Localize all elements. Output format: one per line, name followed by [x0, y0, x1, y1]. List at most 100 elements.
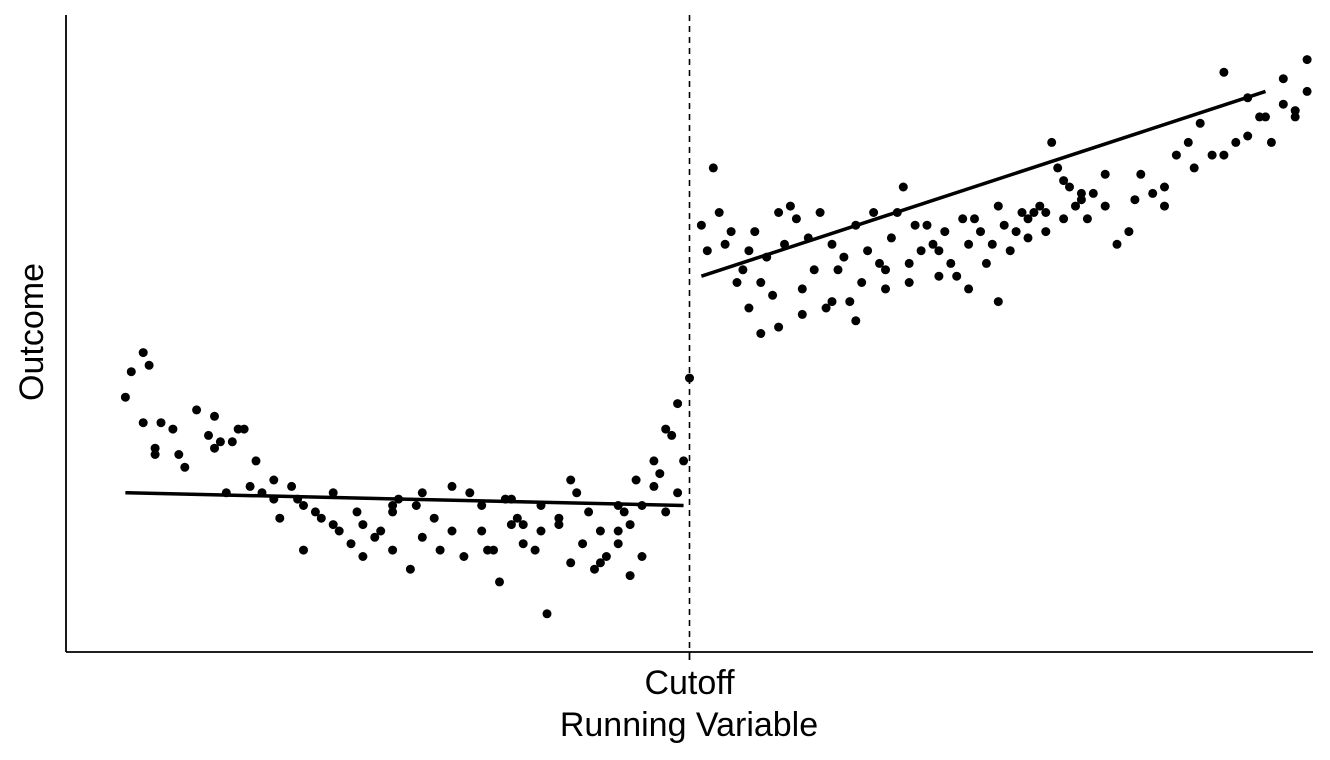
data-point: [245, 481, 255, 491]
data-point: [388, 501, 398, 510]
data-point: [631, 475, 641, 485]
data-point: [797, 309, 807, 319]
data-point: [138, 348, 148, 358]
data-point: [358, 520, 368, 530]
data-point: [696, 220, 706, 230]
data-point: [839, 252, 849, 262]
data-point: [881, 265, 890, 275]
data-point: [299, 501, 308, 510]
data-point: [1059, 176, 1069, 186]
data-point: [465, 488, 475, 498]
data-point: [518, 539, 528, 549]
data-point: [1189, 163, 1199, 173]
data-point: [269, 475, 279, 485]
data-point: [649, 456, 659, 466]
data-point: [1278, 74, 1288, 84]
data-point: [1130, 195, 1140, 205]
data-point: [1065, 182, 1074, 192]
data-point: [714, 208, 724, 217]
data-point: [506, 520, 516, 530]
data-point: [204, 430, 213, 440]
data-point: [376, 526, 386, 536]
data-point: [999, 220, 1009, 230]
y-axis-label: Outcome: [13, 263, 51, 401]
data-point: [964, 284, 974, 294]
x-tick-label: Cutoff: [644, 664, 735, 702]
data-point: [370, 532, 380, 542]
data-point: [1231, 137, 1241, 147]
data-point: [750, 227, 760, 237]
data-point: [1302, 55, 1312, 65]
data-point: [785, 201, 795, 211]
data-point: [851, 316, 861, 326]
data-point: [1029, 208, 1039, 217]
data-point: [150, 443, 160, 453]
data-point: [863, 246, 873, 256]
data-point: [601, 552, 611, 561]
data-point: [168, 424, 178, 434]
data-point: [1100, 201, 1110, 211]
data-point: [417, 532, 427, 542]
data-point: [334, 526, 344, 536]
data-point: [447, 481, 457, 491]
data-point: [1160, 182, 1169, 192]
data-point: [910, 220, 920, 230]
data-point: [1047, 137, 1057, 147]
data-point: [756, 278, 766, 287]
data-point: [857, 278, 867, 287]
data-point: [126, 367, 136, 377]
data-point: [1082, 214, 1092, 224]
data-point: [922, 220, 932, 230]
data-point: [1011, 227, 1021, 237]
data-point: [916, 246, 926, 256]
data-point: [328, 520, 338, 530]
data-point: [1041, 208, 1051, 217]
data-point: [1219, 67, 1229, 77]
data-point: [881, 284, 890, 294]
data-point: [595, 526, 605, 536]
data-point: [815, 208, 825, 217]
data-point: [738, 265, 748, 275]
data-point: [1059, 214, 1069, 224]
data-point: [667, 430, 677, 440]
data-point: [590, 564, 599, 574]
data-point: [215, 437, 225, 447]
data-point: [649, 481, 659, 491]
data-point: [1088, 188, 1098, 198]
data-point: [388, 507, 398, 517]
data-point: [934, 246, 944, 256]
data-point: [875, 258, 884, 268]
data-point: [1148, 188, 1158, 198]
data-point: [566, 558, 576, 568]
data-point: [976, 227, 985, 237]
data-point: [679, 456, 689, 466]
data-point: [239, 424, 249, 434]
data-point: [958, 214, 968, 224]
data-point: [1124, 227, 1134, 237]
data-point: [886, 233, 896, 243]
data-point: [536, 526, 546, 536]
data-point: [827, 239, 837, 249]
data-point: [299, 545, 308, 555]
data-point: [970, 214, 979, 224]
data-point: [744, 303, 754, 313]
data-point: [774, 208, 784, 217]
data-point: [625, 520, 635, 530]
data-point: [328, 488, 338, 498]
data-point: [405, 564, 415, 574]
data-point: [946, 258, 956, 268]
data-point: [566, 475, 576, 485]
data-point: [1023, 233, 1033, 243]
data-point: [1243, 131, 1253, 141]
data-point: [993, 297, 1003, 307]
data-point: [1076, 188, 1086, 198]
data-point: [702, 246, 712, 256]
data-point: [673, 399, 683, 409]
data-point: [964, 239, 974, 249]
data-point: [940, 227, 950, 237]
data-point: [417, 488, 427, 498]
data-point: [447, 526, 457, 536]
data-point: [554, 520, 564, 530]
data-point: [459, 552, 469, 561]
